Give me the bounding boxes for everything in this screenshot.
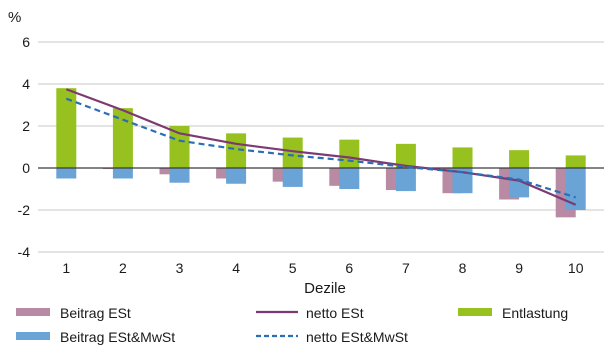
x-tick-label: 7	[402, 260, 410, 276]
line-netto-est-mwst	[65, 97, 577, 199]
y-tick-label: 0	[22, 160, 30, 176]
x-axis-label: Dezile	[304, 280, 346, 297]
x-tick-label: 2	[119, 260, 127, 276]
legend-swatch-beitrag-est-mwst	[16, 332, 50, 340]
bar-entlastung	[339, 139, 360, 168]
x-tick-label: 10	[568, 260, 584, 276]
bar-beitrag-est-mwst	[282, 168, 303, 187]
y-tick-label: -4	[18, 244, 31, 260]
series-lines	[65, 88, 577, 206]
bar-beitrag-est-mwst	[226, 168, 247, 184]
bar-beitrag-est-mwst	[565, 168, 586, 210]
y-tick-label: 6	[22, 34, 30, 50]
bar-beitrag-est-mwst	[56, 168, 77, 179]
bar-entlastung	[509, 150, 530, 168]
x-tick-label: 4	[232, 260, 240, 276]
y-tick-label: 4	[22, 76, 30, 92]
bar-beitrag-est-mwst	[112, 168, 133, 179]
legend: Beitrag ESt Beitrag ESt&MwSt netto ESt nett…	[16, 305, 568, 345]
y-tick-label: -2	[18, 202, 31, 218]
x-tick-label: 5	[289, 260, 297, 276]
bar-entlastung	[565, 155, 586, 168]
bar-entlastung	[452, 147, 473, 168]
bar-beitrag-est-mwst	[452, 168, 473, 194]
legend-label-beitrag-est: Beitrag ESt	[60, 305, 131, 321]
x-tick-labels: 1 2 3 4 5 6 7 8 9 10	[62, 260, 583, 276]
bar-entlastung	[56, 88, 77, 168]
bars	[56, 88, 586, 218]
bar-entlastung	[112, 108, 133, 168]
legend-label-netto-est-mwst: netto ESt&MwSt	[306, 329, 408, 345]
y-unit-label: %	[8, 9, 21, 26]
x-tick-label: 3	[176, 260, 184, 276]
bar-beitrag-est-mwst	[339, 168, 360, 189]
bar-beitrag-est-mwst	[395, 168, 416, 192]
bar-beitrag-est-mwst	[169, 168, 190, 183]
legend-swatch-entlastung	[458, 308, 492, 316]
bar-entlastung	[282, 137, 303, 168]
bar-beitrag-est-mwst	[509, 168, 530, 198]
x-tick-label: 1	[62, 260, 70, 276]
x-tick-label: 8	[459, 260, 467, 276]
legend-label-beitrag-est-mwst: Beitrag ESt&MwSt	[60, 329, 175, 345]
y-tick-label: 2	[22, 118, 30, 134]
legend-label-netto-est: netto ESt	[306, 305, 364, 321]
legend-swatch-beitrag-est	[16, 308, 50, 316]
x-tick-label: 6	[345, 260, 353, 276]
legend-label-entlastung: Entlastung	[502, 305, 568, 321]
bar-entlastung	[395, 143, 416, 168]
bar-entlastung	[169, 126, 190, 168]
y-tick-labels: -4 -2 0 2 4 6	[18, 34, 31, 260]
x-tick-label: 9	[515, 260, 523, 276]
